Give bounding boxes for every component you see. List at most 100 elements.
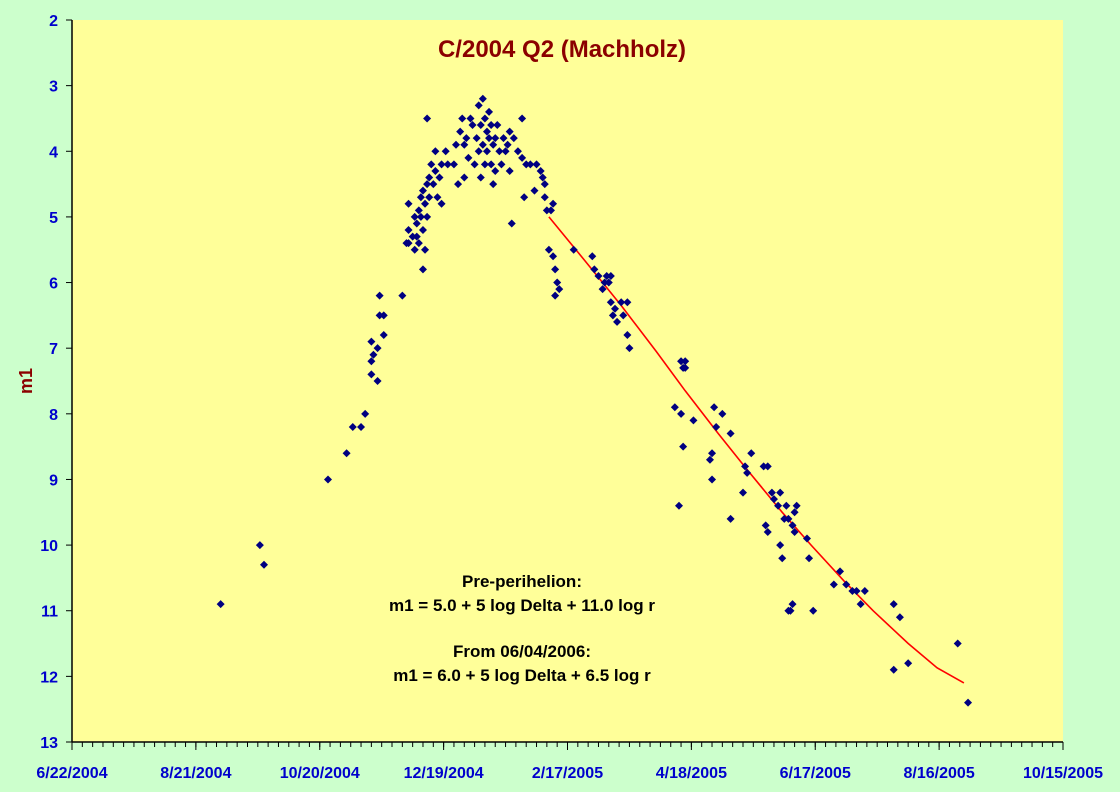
data-point (778, 554, 787, 563)
data-point (410, 245, 419, 254)
data-point (443, 160, 452, 169)
data-point (509, 134, 518, 143)
data-point (361, 409, 370, 418)
data-point (743, 468, 752, 477)
data-point (784, 514, 793, 523)
data-point (482, 147, 491, 156)
data-point (790, 508, 799, 517)
y-tick-label: 13 (40, 735, 58, 752)
data-point (423, 212, 432, 221)
data-point (788, 600, 797, 609)
data-point (530, 186, 539, 195)
data-point (476, 173, 485, 182)
data-point (485, 107, 494, 116)
data-point (598, 285, 607, 294)
data-point (553, 278, 562, 287)
data-point (489, 140, 498, 149)
data-point (324, 475, 333, 484)
data-point (708, 475, 717, 484)
data-point (408, 232, 417, 241)
x-tick-label: 2/17/2005 (532, 765, 603, 782)
data-point (460, 140, 469, 149)
data-point (367, 357, 376, 366)
data-point (425, 193, 434, 202)
data-point (606, 298, 615, 307)
data-point (677, 409, 686, 418)
data-point (480, 160, 489, 169)
data-point (792, 501, 801, 510)
data-point (520, 193, 529, 202)
data-point (437, 199, 446, 208)
data-point (435, 173, 444, 182)
data-point (613, 317, 622, 326)
data-point (953, 639, 962, 648)
data-point (860, 587, 869, 596)
data-point (602, 271, 611, 280)
data-point (538, 173, 547, 182)
y-tick-label: 9 (49, 472, 58, 489)
data-point (375, 311, 384, 320)
data-point (829, 580, 838, 589)
data-point (379, 311, 388, 320)
data-point (774, 501, 783, 510)
data-point (478, 140, 487, 149)
y-tick-label: 10 (40, 538, 58, 555)
data-point (367, 337, 376, 346)
plot-area (72, 20, 1063, 742)
data-point (741, 462, 750, 471)
data-point (608, 311, 617, 320)
data-point (449, 160, 458, 169)
data-point (544, 245, 553, 254)
data-point (708, 449, 717, 458)
data-point (497, 160, 506, 169)
data-point (464, 153, 473, 162)
data-point (623, 331, 632, 340)
data-point (710, 403, 719, 412)
data-point (546, 206, 555, 215)
data-point (895, 613, 904, 622)
data-point (964, 698, 973, 707)
data-point (487, 160, 496, 169)
data-point (594, 271, 603, 280)
data-point (513, 147, 522, 156)
data-point (410, 212, 419, 221)
fit-layer (548, 216, 965, 684)
data-point (763, 527, 772, 536)
annotation-line-1: Pre-perihelion: (462, 572, 582, 591)
data-point (705, 455, 714, 464)
data-point (805, 554, 814, 563)
x-tick-label: 8/21/2004 (160, 765, 231, 782)
y-tick-label: 8 (49, 407, 58, 424)
y-tick-label: 5 (49, 210, 58, 227)
data-point (452, 140, 461, 149)
data-point (485, 134, 494, 143)
data-point (763, 462, 772, 471)
data-point (536, 166, 545, 175)
data-point (468, 121, 477, 130)
data-point (625, 344, 634, 353)
data-point (718, 409, 727, 418)
data-point (367, 370, 376, 379)
data-point (681, 363, 690, 372)
data-point (489, 180, 498, 189)
annotation-line-2: m1 = 5.0 + 5 log Delta + 11.0 log r (389, 596, 655, 615)
data-point (495, 147, 504, 156)
y-tick-label: 7 (49, 341, 58, 358)
data-point (416, 212, 425, 221)
data-point (769, 495, 778, 504)
data-point (375, 291, 384, 300)
data-point (491, 166, 500, 175)
data-point (260, 560, 269, 569)
data-point (889, 600, 898, 609)
data-point (429, 180, 438, 189)
data-point (532, 160, 541, 169)
y-tick-label: 3 (49, 79, 58, 96)
data-point (540, 193, 549, 202)
data-point (712, 422, 721, 431)
data-point (776, 541, 785, 550)
data-point (590, 265, 599, 274)
data-point (342, 449, 351, 458)
data-point (551, 291, 560, 300)
data-point (522, 160, 531, 169)
data-point (348, 422, 357, 431)
